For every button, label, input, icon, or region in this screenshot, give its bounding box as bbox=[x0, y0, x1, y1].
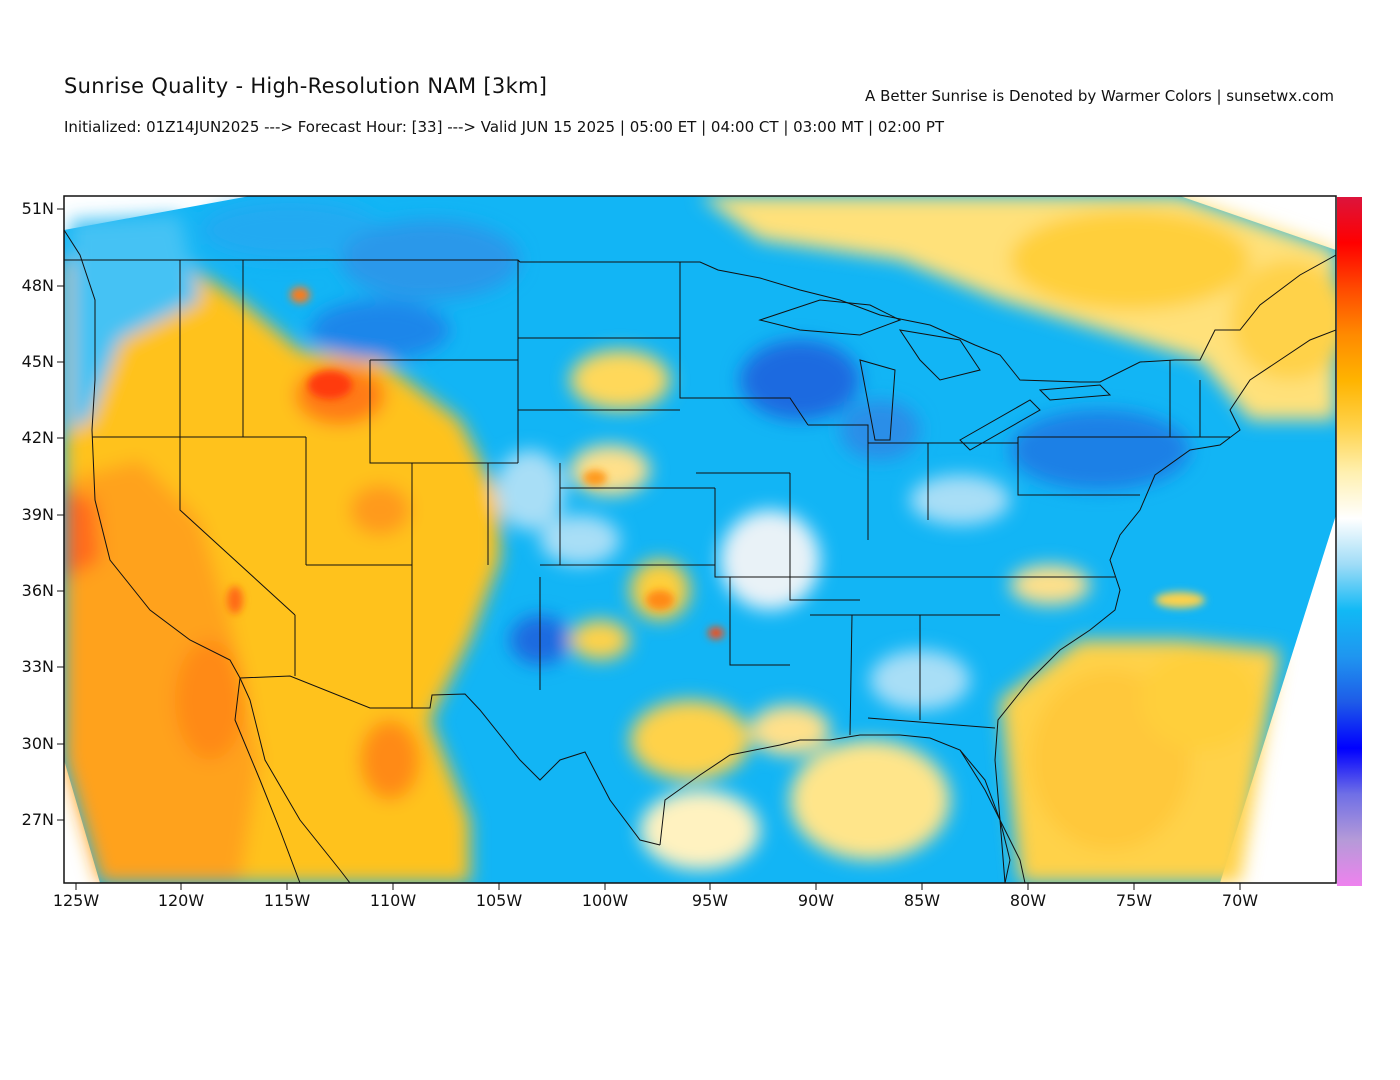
lon-label: 80W bbox=[1010, 891, 1046, 910]
lat-label: 51N bbox=[22, 199, 54, 218]
colorbar bbox=[1337, 197, 1362, 886]
quality-speckles bbox=[227, 287, 1205, 639]
map-subtitle: Initialized: 01Z14JUN2025 ---> Forecast … bbox=[64, 118, 945, 136]
lon-label: 100W bbox=[582, 891, 629, 910]
colorbar-gradient bbox=[1337, 197, 1362, 886]
map-tagline: A Better Sunrise is Denoted by Warmer Co… bbox=[865, 87, 1334, 105]
lat-label: 42N bbox=[22, 428, 54, 447]
map-frame bbox=[63, 195, 1337, 884]
latitude-axis: 51N 48N 45N 42N 39N 36N 33N 30N 27N bbox=[22, 199, 64, 829]
boundaries bbox=[64, 229, 1336, 883]
lat-label: 39N bbox=[22, 505, 54, 524]
lat-label: 30N bbox=[22, 734, 54, 753]
lon-label: 70W bbox=[1222, 891, 1258, 910]
lon-label: 95W bbox=[692, 891, 728, 910]
lon-label: 115W bbox=[264, 891, 311, 910]
lon-label: 110W bbox=[370, 891, 417, 910]
lon-label: 75W bbox=[1116, 891, 1152, 910]
lat-label: 48N bbox=[22, 276, 54, 295]
lon-label: 90W bbox=[798, 891, 834, 910]
lon-label: 125W bbox=[53, 891, 100, 910]
lat-label: 36N bbox=[22, 581, 54, 600]
lat-label: 27N bbox=[22, 810, 54, 829]
lon-label: 85W bbox=[904, 891, 940, 910]
lon-label: 105W bbox=[476, 891, 523, 910]
lon-label: 120W bbox=[158, 891, 205, 910]
map-title: Sunrise Quality - High-Resolution NAM [3… bbox=[64, 74, 548, 98]
longitude-axis: 125W 120W 115W 110W 105W 100W 95W 90W 85… bbox=[53, 883, 1258, 910]
lat-label: 45N bbox=[22, 352, 54, 371]
lat-label: 33N bbox=[22, 657, 54, 676]
forecast-field bbox=[64, 196, 1336, 883]
quality-blobs bbox=[64, 196, 1336, 883]
